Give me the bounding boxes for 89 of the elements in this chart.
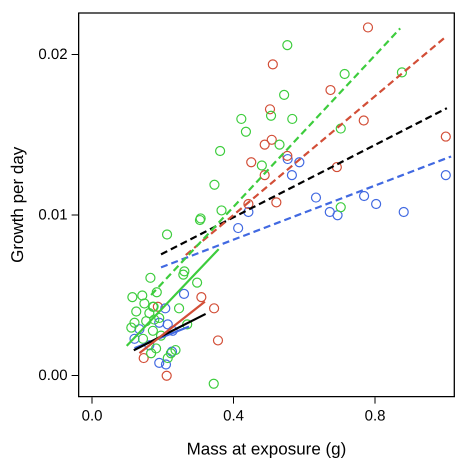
point [271, 197, 282, 208]
y-tick-label: 0.01 [38, 206, 68, 224]
point [440, 170, 451, 180]
point [138, 334, 148, 344]
point [156, 330, 166, 341]
point [208, 378, 219, 389]
point [256, 160, 267, 171]
x-axis-title: Mass at exposure (g) [186, 439, 346, 458]
point [134, 324, 145, 334]
point [310, 192, 322, 203]
point [137, 290, 148, 301]
point [149, 314, 160, 325]
y-tick-label: 0.02 [38, 46, 68, 63]
point [274, 140, 285, 150]
point [332, 162, 342, 172]
point [336, 202, 346, 212]
point [396, 67, 408, 78]
point [209, 180, 220, 190]
point [332, 210, 343, 220]
point [216, 205, 227, 216]
point [152, 287, 162, 298]
point [192, 278, 202, 288]
point [362, 22, 374, 33]
point [144, 308, 154, 318]
point [160, 359, 172, 370]
point [215, 146, 226, 156]
point [325, 84, 336, 96]
point [286, 170, 298, 180]
point [212, 335, 224, 346]
point [145, 272, 156, 283]
point [246, 157, 256, 168]
point [282, 154, 293, 164]
point [182, 319, 192, 330]
point [282, 150, 292, 161]
point [282, 40, 292, 50]
point [152, 302, 163, 312]
point [294, 157, 304, 168]
point [129, 318, 140, 328]
point [358, 190, 370, 202]
point [340, 68, 350, 80]
point [260, 140, 270, 150]
point [126, 322, 136, 333]
y-tick-label: 0.00 [38, 366, 68, 384]
point [162, 370, 172, 381]
point [139, 298, 150, 309]
point [279, 90, 290, 100]
y-axis-title: Growth per day [8, 146, 27, 263]
point [129, 334, 140, 344]
point [162, 352, 173, 364]
point [440, 131, 451, 142]
x-tick-label: 0.8 [364, 408, 386, 425]
point [358, 115, 369, 126]
point [243, 198, 254, 210]
point [243, 206, 254, 218]
point [162, 229, 172, 240]
point [154, 318, 164, 328]
point [179, 266, 190, 277]
point [131, 306, 142, 317]
x-tick-label: 0.0 [82, 408, 102, 425]
point [170, 344, 181, 356]
point [260, 170, 270, 180]
point [178, 270, 188, 280]
point [324, 206, 335, 218]
point [240, 126, 252, 137]
point [150, 343, 162, 354]
point [264, 104, 276, 114]
point [196, 292, 206, 302]
point [154, 358, 164, 368]
point [146, 348, 156, 358]
point [174, 303, 184, 314]
point [266, 134, 277, 145]
point [162, 319, 173, 330]
point [398, 206, 409, 218]
point [208, 303, 220, 314]
point [127, 292, 138, 302]
point [268, 59, 278, 70]
x-tick-label: 0.4 [223, 408, 244, 425]
point [233, 222, 244, 234]
point [371, 198, 382, 210]
point [236, 114, 246, 124]
point [141, 316, 152, 326]
point [266, 110, 276, 121]
point [154, 312, 164, 324]
point [336, 123, 346, 134]
point [160, 303, 170, 314]
point [138, 352, 149, 364]
point [178, 288, 190, 299]
point [148, 326, 158, 336]
point [287, 114, 298, 124]
